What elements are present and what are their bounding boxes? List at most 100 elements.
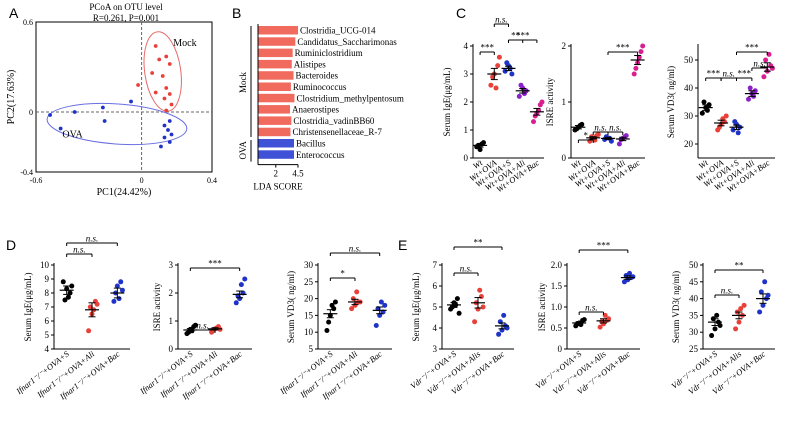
d1-point-1-5	[94, 301, 100, 307]
pcoa-subtitle: R=0.261, P=0.001	[93, 13, 159, 23]
d2-ytick-0: 0	[169, 344, 174, 354]
d2-ytick-1: 1	[169, 316, 174, 326]
e2-ytick-3: 1.5	[551, 281, 563, 291]
d1-sig-0: n.s.	[73, 245, 86, 255]
lda-bar-5	[258, 82, 291, 91]
lda-xtick-0: 2	[274, 169, 279, 179]
d1-ytick-5: 9	[45, 274, 50, 284]
c3-point-0-3	[701, 99, 707, 105]
pcoa-point-ova-9	[169, 132, 174, 137]
panel-label-c: C	[456, 5, 466, 21]
c3-point-0-0	[699, 110, 705, 116]
lda-bar-label-9: Christensenellaceae_R-7	[292, 127, 382, 137]
d2-ytick-2: 2	[169, 288, 174, 298]
pcoa-point-mock-8	[153, 90, 158, 95]
d3-ytick-0: 5	[309, 344, 314, 354]
c2-point-1-5	[595, 131, 601, 137]
e3-point-2-0	[757, 309, 763, 315]
e3-point-0-4	[714, 312, 720, 318]
e3-point-0-5	[717, 322, 723, 328]
pcoa-point-mock-12	[164, 108, 169, 113]
pcoa-ytick-2: 0.6	[23, 18, 33, 27]
c3-sig-1: n.s.	[723, 69, 736, 79]
c3-ytick-1: 30	[684, 111, 694, 121]
e2-sig-1: ***	[597, 241, 611, 251]
c3-point-1-5	[723, 113, 729, 119]
e3-point-2-4	[762, 279, 768, 285]
pcoa-title: PCoA on OTU level	[89, 2, 163, 12]
d3-point-2-4	[378, 299, 384, 305]
e2-ytick-4: 2.0	[551, 260, 563, 270]
c2-ytick-1: 1	[562, 97, 567, 107]
d1-ytick-2: 6	[45, 316, 50, 326]
pcoa-point-mock-0	[153, 44, 158, 48]
lda-bar-10	[258, 139, 294, 148]
c3-ylabel: Serum VD3( ng/ml)	[666, 66, 676, 138]
d1-sig-1: n.s.	[86, 234, 99, 244]
pcoa-point-ova-11	[167, 140, 172, 144]
pcoa-point-mock-9	[167, 92, 172, 96]
c2-sig-1: n.s.	[594, 123, 607, 133]
c1-sig-2: **	[511, 31, 521, 41]
e3-point-0-1	[712, 326, 718, 332]
d3-sig-0: *	[340, 269, 345, 279]
e2-point-1-0	[597, 324, 603, 330]
pcoa-ytick-0: -0.4	[20, 168, 33, 177]
e3-point-2-1	[760, 302, 766, 308]
pcoa-point-ova-5	[58, 126, 63, 131]
d3-ytick-4: 25	[304, 277, 314, 287]
c1-sig-3: ***	[516, 31, 530, 41]
lda-bar-9	[258, 127, 291, 137]
d1-point-0-5	[69, 283, 75, 289]
lda-bar-label-10: Bacillus	[296, 139, 326, 149]
c1-point-2-0	[502, 68, 508, 74]
e2-ytick-1: 0.5	[551, 323, 563, 333]
annotation-mock: Mock	[173, 38, 196, 49]
e1-point-2-4	[501, 312, 507, 318]
e1-sig-0: n.s.	[460, 264, 473, 274]
lda-bar-7	[258, 105, 290, 114]
e3-ytick-1: 30	[689, 327, 699, 337]
d1-ytick-0: 4	[45, 344, 50, 354]
panel-label-e: E	[398, 237, 407, 253]
lda-bar-label-5: Ruminococcus	[293, 82, 347, 92]
c2-ylabel: ISRE activity	[545, 77, 555, 126]
d1-point-0-4	[65, 294, 71, 300]
e1-sig-1: **	[474, 238, 484, 248]
c1-ytick-3: 3	[464, 69, 469, 79]
mock-ellipse	[143, 31, 182, 112]
pcoa-point-mock-5	[160, 74, 165, 78]
pcoa-point-ova-10	[162, 135, 167, 140]
c3-ytick-0: 20	[684, 139, 694, 149]
pcoa-point-ova-4	[102, 119, 107, 123]
d1-ytick-3: 7	[45, 302, 50, 312]
e2-point-1-5	[606, 316, 612, 322]
e3-point-2-5	[765, 292, 771, 298]
pcoa-xtick-2: 0.4	[207, 176, 217, 185]
e2-sig-0: n.s.	[585, 303, 598, 313]
e1-point-2-5	[504, 325, 510, 331]
e3-sig-0: n.s.	[721, 286, 734, 296]
pcoa-point-ova-7	[167, 119, 172, 123]
pcoa-ylabel: PC2(17.63%)	[6, 70, 17, 125]
lda-bar-label-2: Ruminiclostridium	[295, 48, 363, 58]
c1-point-3-0	[516, 93, 522, 99]
c2-ytick-2: 2	[562, 41, 567, 51]
e2-point-2-4	[627, 270, 633, 276]
e1-point-1-5	[480, 304, 486, 310]
lda-bar-6	[258, 93, 295, 103]
pcoa-point-mock-10	[162, 96, 167, 101]
e1-point-1-2	[478, 294, 484, 299]
e1-ytick-4: 7	[433, 260, 438, 270]
c1-point-2-3	[504, 60, 510, 66]
d2-point-2-5	[242, 276, 248, 282]
e1-ylabel: Serum IgE(μg/mL)	[411, 272, 421, 341]
lda-bar-0	[258, 26, 298, 35]
pcoa-xtick-0: -0.6	[30, 176, 43, 185]
c2-sig-0: *	[584, 131, 589, 141]
c1-ytick-4: 4	[464, 41, 469, 51]
e1-point-2-0	[496, 331, 502, 337]
d1-point-2-2	[118, 279, 124, 285]
c3-point-2-4	[735, 130, 741, 136]
pcoa-point-ova-12	[159, 144, 163, 149]
